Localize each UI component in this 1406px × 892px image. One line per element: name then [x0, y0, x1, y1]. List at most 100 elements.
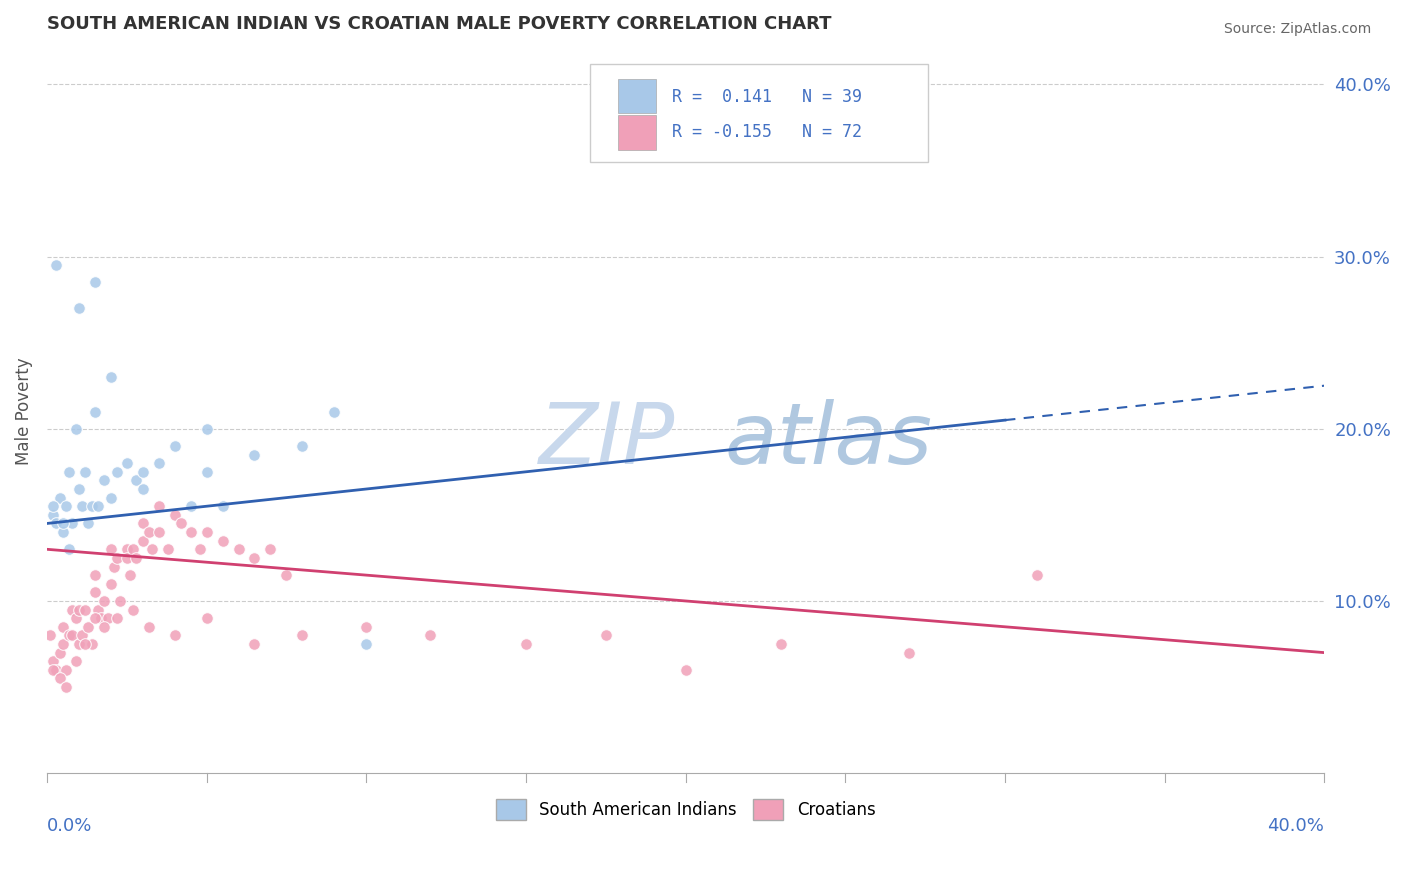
Point — [93, 474, 115, 488]
Point — [58, 465, 80, 479]
Point — [115, 550, 138, 565]
Point — [125, 550, 148, 565]
Point — [291, 628, 314, 642]
Point — [105, 611, 128, 625]
Point — [45, 516, 67, 531]
Point — [195, 611, 218, 625]
Point — [70, 628, 93, 642]
Point — [67, 301, 90, 315]
Point — [65, 654, 87, 668]
Point — [55, 680, 77, 694]
Bar — [619, 78, 657, 113]
Point — [42, 508, 65, 522]
Text: 0.0%: 0.0% — [46, 816, 93, 835]
Point — [1026, 568, 1049, 582]
Point — [42, 663, 65, 677]
Point — [80, 500, 103, 514]
Point — [100, 370, 122, 384]
Point — [39, 628, 62, 642]
Point — [48, 672, 70, 686]
Point — [243, 550, 266, 565]
Point — [131, 465, 153, 479]
Point — [148, 500, 170, 514]
Point — [42, 654, 65, 668]
Point — [131, 516, 153, 531]
Point — [55, 500, 77, 514]
Point — [675, 663, 697, 677]
Point — [80, 637, 103, 651]
Point — [356, 620, 378, 634]
Point — [115, 542, 138, 557]
Point — [75, 465, 97, 479]
Point — [52, 516, 75, 531]
FancyBboxPatch shape — [591, 64, 928, 162]
Point — [419, 628, 441, 642]
Point — [58, 542, 80, 557]
Point — [77, 620, 100, 634]
Point — [87, 602, 110, 616]
Point — [55, 663, 77, 677]
Point — [70, 500, 93, 514]
Point — [163, 439, 186, 453]
Point — [58, 628, 80, 642]
Point — [188, 542, 211, 557]
Point — [157, 542, 180, 557]
Point — [118, 568, 141, 582]
Point — [898, 646, 921, 660]
Text: 40.0%: 40.0% — [1268, 816, 1324, 835]
Point — [93, 620, 115, 634]
Point — [45, 663, 67, 677]
Text: R = -0.155   N = 72: R = -0.155 N = 72 — [672, 122, 862, 141]
Point — [243, 448, 266, 462]
Point — [75, 602, 97, 616]
Point — [770, 637, 793, 651]
Text: Source: ZipAtlas.com: Source: ZipAtlas.com — [1223, 22, 1371, 37]
Point — [595, 628, 617, 642]
Point — [115, 456, 138, 470]
Legend: South American Indians, Croatians: South American Indians, Croatians — [489, 793, 882, 826]
Point — [97, 611, 120, 625]
Point — [180, 500, 202, 514]
Point — [42, 500, 65, 514]
Point — [138, 620, 160, 634]
Point — [228, 542, 250, 557]
Point — [141, 542, 163, 557]
Text: R =  0.141   N = 39: R = 0.141 N = 39 — [672, 87, 862, 106]
Point — [52, 524, 75, 539]
Bar — [619, 115, 657, 150]
Point — [83, 585, 105, 599]
Point — [515, 637, 537, 651]
Point — [148, 524, 170, 539]
Point — [100, 491, 122, 505]
Text: ZIP: ZIP — [538, 399, 675, 482]
Point — [276, 568, 298, 582]
Point — [52, 620, 75, 634]
Point — [65, 611, 87, 625]
Point — [323, 404, 346, 418]
Point — [65, 422, 87, 436]
Point — [52, 637, 75, 651]
Point — [62, 628, 84, 642]
Y-axis label: Male Poverty: Male Poverty — [15, 358, 32, 466]
Point — [48, 646, 70, 660]
Point — [195, 524, 218, 539]
Point — [77, 516, 100, 531]
Point — [90, 611, 112, 625]
Point — [356, 637, 378, 651]
Point — [131, 482, 153, 496]
Point — [291, 439, 314, 453]
Point — [180, 524, 202, 539]
Point — [67, 637, 90, 651]
Point — [148, 456, 170, 470]
Point — [83, 611, 105, 625]
Point — [83, 568, 105, 582]
Point — [105, 465, 128, 479]
Text: atlas: atlas — [724, 399, 932, 482]
Point — [211, 533, 233, 548]
Point — [100, 576, 122, 591]
Point — [195, 465, 218, 479]
Point — [87, 500, 110, 514]
Point — [195, 422, 218, 436]
Point — [138, 524, 160, 539]
Point — [125, 474, 148, 488]
